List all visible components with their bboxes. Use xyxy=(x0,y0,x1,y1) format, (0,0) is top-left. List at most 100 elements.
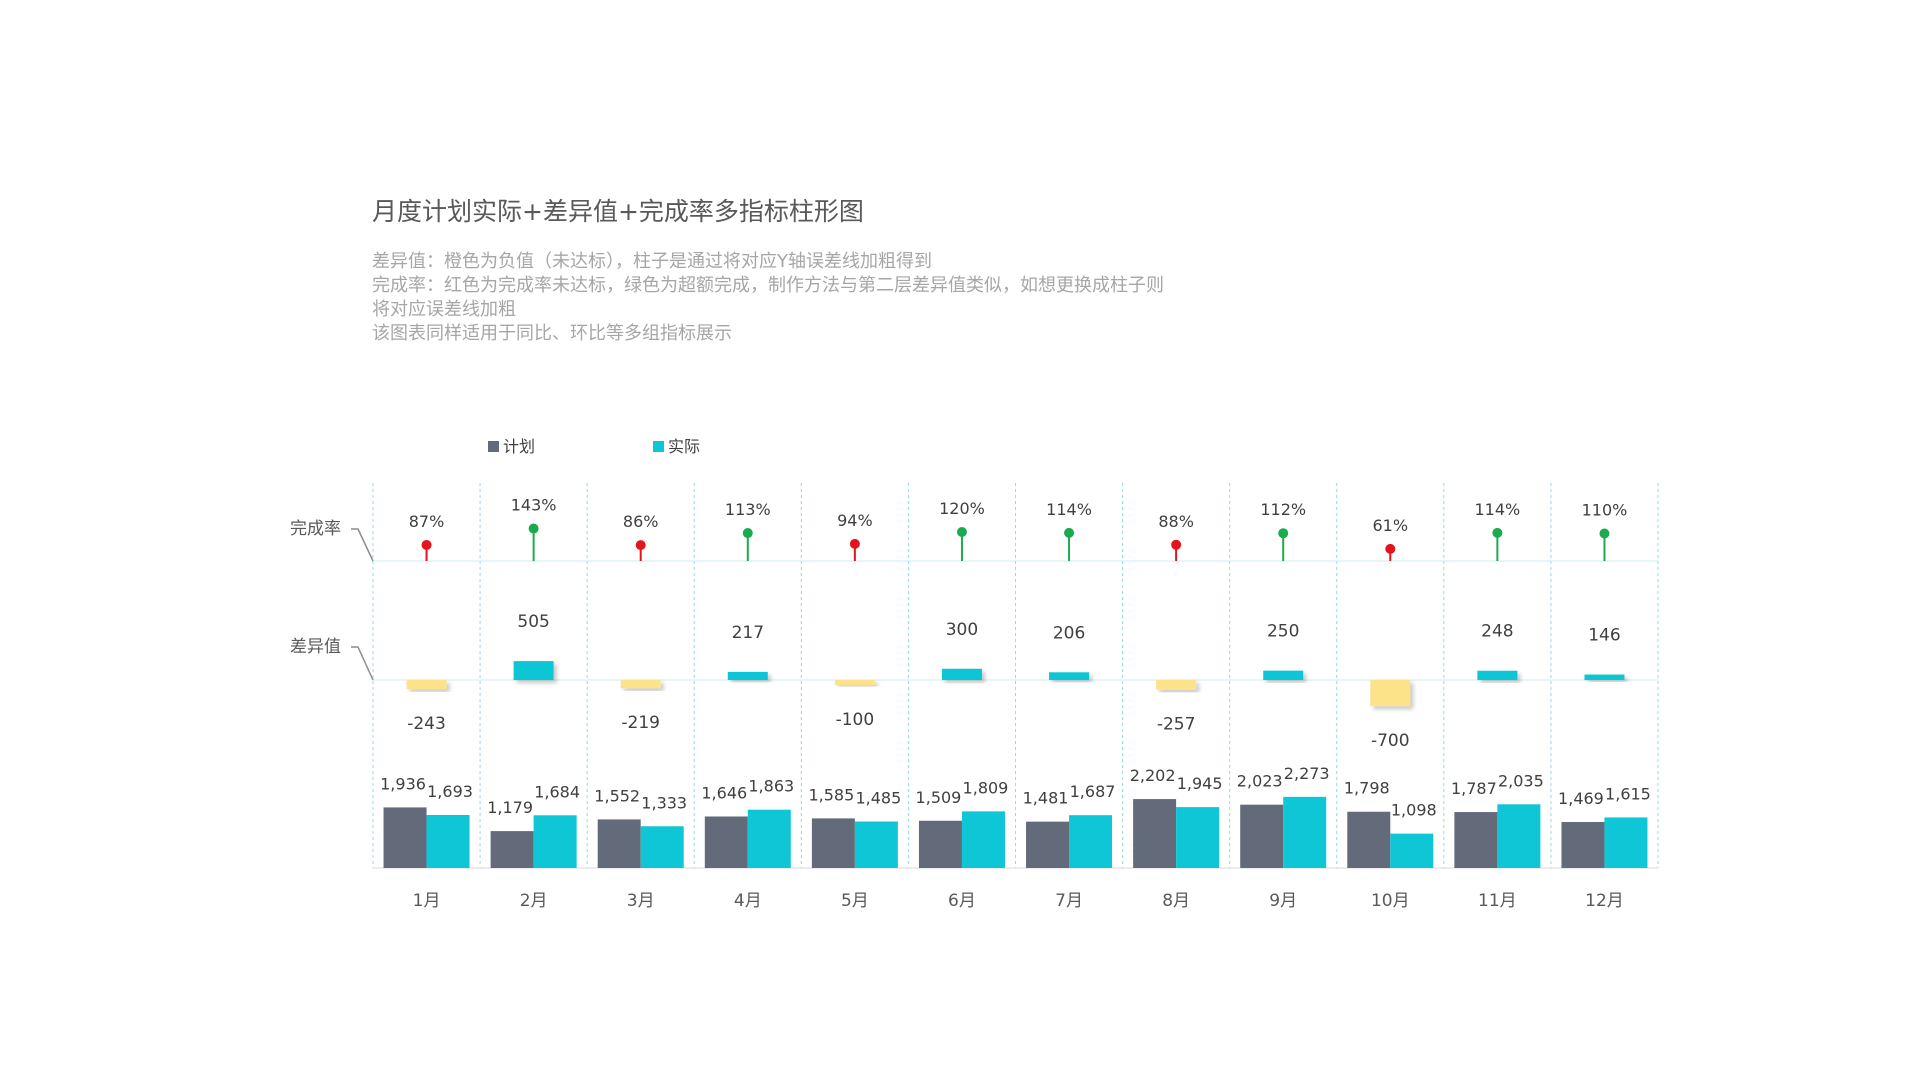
bar-plan xyxy=(1454,812,1498,868)
difference-bar xyxy=(406,680,447,690)
difference-bar xyxy=(941,668,982,680)
bar-value-label: 1,687 xyxy=(1070,782,1116,801)
rate-value-label: 112% xyxy=(1260,500,1306,519)
bar-value-label: 1,098 xyxy=(1391,801,1437,820)
bar-value-label: 2,273 xyxy=(1284,764,1330,783)
bar-value-label: 1,585 xyxy=(808,785,854,804)
difference-bar xyxy=(1156,680,1197,690)
legend-swatch-0 xyxy=(488,441,499,452)
difference-bar xyxy=(1263,670,1304,680)
bar-actual xyxy=(1069,815,1113,868)
bar-actual xyxy=(1604,817,1648,868)
bar-actual xyxy=(533,815,577,868)
difference-row-label: 差异值 xyxy=(290,637,341,657)
difference-value-label: 206 xyxy=(1053,623,1085,643)
rate-value-label: 86% xyxy=(623,512,659,531)
chart-title: 月度计划实际+差异值+完成率多指标柱形图 xyxy=(372,197,864,226)
bar-value-label: 1,179 xyxy=(487,798,533,817)
x-tick-label: 3月 xyxy=(627,891,655,911)
difference-value-label: -100 xyxy=(836,710,875,730)
bar-value-label: 1,615 xyxy=(1605,784,1651,803)
difference-bar xyxy=(727,671,768,680)
rate-dot xyxy=(635,540,646,551)
bar-value-label: 1,936 xyxy=(380,774,426,793)
bar-value-label: 1,481 xyxy=(1023,789,1069,808)
rate-dot xyxy=(1385,543,1396,554)
rate-value-label: 94% xyxy=(837,511,873,530)
bar-actual xyxy=(640,826,684,868)
bar-value-label: 1,485 xyxy=(855,789,901,808)
bar-value-label: 2,202 xyxy=(1130,766,1176,785)
difference-bar xyxy=(1477,670,1518,680)
bar-plan xyxy=(490,831,534,868)
bar-value-label: 1,809 xyxy=(963,778,1009,797)
bar-actual xyxy=(1390,833,1434,868)
bar-value-label: 1,552 xyxy=(594,786,640,805)
difference-bar xyxy=(1049,672,1090,680)
bar-plan xyxy=(597,819,641,868)
bar-plan xyxy=(1133,799,1177,868)
bar-plan xyxy=(1347,811,1391,868)
rate-value-label: 88% xyxy=(1158,512,1194,531)
difference-value-label: 505 xyxy=(517,612,549,632)
rate-value-label: 113% xyxy=(725,500,771,519)
bar-value-label: 2,035 xyxy=(1498,771,1544,790)
difference-value-label: 300 xyxy=(946,620,978,640)
bar-value-label: 1,945 xyxy=(1177,774,1223,793)
rate-value-label: 120% xyxy=(939,499,985,518)
bar-plan xyxy=(918,820,962,868)
rate-dot xyxy=(1278,528,1289,539)
rate-value-label: 114% xyxy=(1475,500,1521,519)
bar-value-label: 2,023 xyxy=(1237,772,1283,791)
bar-plan xyxy=(1026,821,1070,868)
x-tick-label: 11月 xyxy=(1478,891,1517,911)
note-line: 完成率：红色为完成率未达标，绿色为超额完成，制作方法与第二层差异值类似，如想更换… xyxy=(372,275,1164,296)
bar-actual xyxy=(1497,804,1541,868)
bar-actual xyxy=(426,815,470,868)
bar-value-label: 1,863 xyxy=(748,777,794,796)
note-line: 差异值：橙色为负值（未达标），柱子是通过将对应Y轴误差线加粗得到 xyxy=(372,251,932,272)
x-tick-label: 6月 xyxy=(948,891,976,911)
x-tick-label: 10月 xyxy=(1371,891,1410,911)
difference-bar xyxy=(834,680,875,685)
difference-bar xyxy=(1584,674,1625,680)
chart-notes: 差异值：橙色为负值（未达标），柱子是通过将对应Y轴误差线加粗得到 完成率：红色为… xyxy=(372,250,1272,346)
bar-value-label: 1,333 xyxy=(641,793,687,812)
difference-value-label: 248 xyxy=(1481,622,1513,642)
difference-value-label: -219 xyxy=(621,713,660,733)
bar-value-label: 1,693 xyxy=(427,782,473,801)
x-tick-label: 8月 xyxy=(1162,891,1190,911)
legend-label-0: 计划 xyxy=(503,437,535,456)
difference-value-label: -700 xyxy=(1371,731,1410,751)
bar-plan xyxy=(383,807,427,868)
rate-value-label: 110% xyxy=(1582,501,1628,520)
bar-value-label: 1,684 xyxy=(534,782,580,801)
rate-dot xyxy=(956,527,967,537)
difference-bar xyxy=(1370,680,1411,707)
x-tick-label: 5月 xyxy=(841,891,869,911)
difference-value-label: 250 xyxy=(1267,622,1299,642)
bar-actual xyxy=(854,821,898,868)
rate-row-bracket xyxy=(351,528,374,562)
legend-swatch-1 xyxy=(653,441,664,452)
bar-actual xyxy=(1283,796,1327,868)
difference-value-label: 217 xyxy=(732,623,764,643)
note-line: 将对应误差线加粗 xyxy=(372,299,516,320)
x-tick-label: 12月 xyxy=(1585,891,1624,911)
rate-value-label: 114% xyxy=(1046,500,1092,519)
x-tick-label: 7月 xyxy=(1055,891,1083,911)
rate-value-label: 87% xyxy=(409,512,445,531)
difference-value-label: -243 xyxy=(407,714,446,734)
difference-bar xyxy=(513,661,554,680)
difference-bar xyxy=(620,680,661,689)
difference-value-label: 146 xyxy=(1588,626,1620,646)
x-tick-label: 4月 xyxy=(734,891,762,911)
rate-dot xyxy=(1064,527,1075,538)
legend-label-1: 实际 xyxy=(668,437,700,456)
difference-value-label: -257 xyxy=(1157,715,1196,735)
rate-dot xyxy=(849,538,860,549)
note-line: 该图表同样适用于同比、环比等多组指标展示 xyxy=(372,323,732,344)
bar-plan xyxy=(704,816,748,868)
x-tick-label: 2月 xyxy=(520,891,548,911)
